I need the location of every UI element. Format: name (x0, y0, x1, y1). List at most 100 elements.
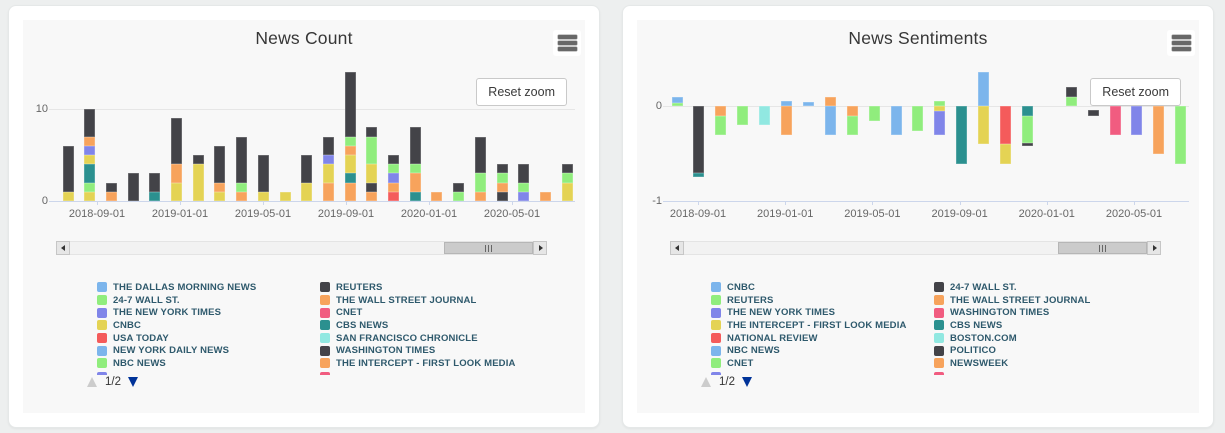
bar-segment[interactable] (868, 106, 880, 122)
legend-item[interactable]: NEW YORK DAILY NEWS (97, 344, 256, 357)
bar-segment[interactable] (1021, 106, 1033, 116)
bar-segment[interactable] (824, 96, 836, 106)
legend-item[interactable]: CBS NEWS (320, 319, 516, 332)
bar-segment[interactable] (214, 182, 226, 192)
bar-segment[interactable] (388, 182, 399, 192)
bar-segment[interactable] (956, 106, 968, 164)
bar-segment[interactable] (496, 164, 508, 174)
bar-segment[interactable] (257, 191, 269, 201)
x-scrollbar[interactable] (670, 241, 1161, 255)
legend-item[interactable]: NATIONAL REVIEW (711, 332, 907, 345)
bar-segment[interactable] (322, 155, 334, 165)
bar-segment[interactable] (301, 155, 313, 183)
bar-segment[interactable] (388, 191, 399, 201)
legend-item[interactable]: WASHINGTON TIMES (934, 306, 1091, 319)
bar-segment[interactable] (192, 155, 204, 165)
bar-segment[interactable] (84, 164, 96, 183)
bar-segment[interactable] (214, 191, 226, 201)
bar-segment[interactable] (62, 145, 74, 192)
bar-segment[interactable] (1131, 106, 1143, 135)
bar-segment[interactable] (1000, 144, 1011, 164)
legend-item[interactable]: 24-7 WALL ST. (934, 281, 1091, 294)
bar-segment[interactable] (236, 182, 248, 192)
bar-segment[interactable] (171, 182, 182, 201)
bar-segment[interactable] (1109, 106, 1121, 135)
legend-item[interactable]: THE NEW YORK TIMES (711, 306, 907, 319)
bar-segment[interactable] (824, 106, 836, 135)
bar-segment[interactable] (978, 106, 990, 144)
bar-segment[interactable] (671, 96, 683, 104)
legend-item[interactable]: THE NEW YORK TIMES (97, 306, 256, 319)
bar-segment[interactable] (474, 173, 486, 192)
bar-segment[interactable] (236, 136, 248, 183)
bar-segment[interactable] (344, 182, 356, 201)
bar-segment[interactable] (84, 182, 96, 192)
bar-segment[interactable] (171, 164, 182, 183)
legend-item[interactable]: THE INTERCEPT - FIRST LOOK MEDIA (320, 357, 516, 370)
legend-item[interactable]: NEWSWEEK (934, 357, 1091, 370)
bar-segment[interactable] (518, 191, 530, 201)
bar-segment[interactable] (322, 182, 334, 201)
legend-item[interactable]: CBS NEWS (934, 319, 1091, 332)
bar-segment[interactable] (322, 136, 334, 155)
bar-segment[interactable] (737, 106, 749, 125)
bar-segment[interactable] (171, 118, 182, 165)
bar-segment[interactable] (388, 155, 399, 165)
bar-segment[interactable] (934, 110, 946, 136)
bar-segment[interactable] (890, 106, 902, 135)
bar-segment[interactable] (257, 155, 269, 192)
bar-segment[interactable] (149, 191, 161, 201)
bar-segment[interactable] (561, 173, 573, 183)
bar-segment[interactable] (496, 191, 508, 201)
bar-segment[interactable] (366, 191, 378, 201)
legend-item[interactable]: WASHINGTON TIMES (320, 344, 516, 357)
bar-segment[interactable] (84, 155, 96, 165)
context-menu-icon[interactable] (1167, 30, 1195, 56)
bar-segment[interactable] (344, 173, 356, 183)
bar-segment[interactable] (105, 182, 117, 192)
legend-item[interactable]: BOSTON.COM (934, 332, 1091, 345)
legend-item[interactable]: NBC NEWS (97, 357, 256, 370)
scrollbar-thumb[interactable] (444, 242, 533, 254)
bar-segment[interactable] (84, 145, 96, 155)
bar-segment[interactable] (366, 127, 378, 137)
scroll-left-button[interactable] (670, 241, 684, 255)
legend-item[interactable]: CNBC (97, 319, 256, 332)
bar-segment[interactable] (518, 164, 530, 183)
bar-segment[interactable] (453, 191, 465, 201)
context-menu-icon[interactable] (553, 30, 581, 56)
bar-segment[interactable] (561, 182, 573, 201)
scroll-left-button[interactable] (56, 241, 70, 255)
legend-page-up-icon[interactable] (87, 376, 97, 387)
bar-segment[interactable] (802, 102, 814, 106)
bar-segment[interactable] (474, 191, 486, 201)
legend-item[interactable]: THE DALLAS MORNING NEWS (97, 281, 256, 294)
legend-item[interactable]: CNET (320, 306, 516, 319)
bar-segment[interactable] (366, 136, 378, 165)
bar-segment[interactable] (496, 182, 508, 192)
legend-item[interactable]: POLITICO (934, 344, 1091, 357)
legend-page-up-icon[interactable] (701, 376, 711, 387)
bar-segment[interactable] (409, 191, 421, 201)
legend-item[interactable]: THE WALL STREET JOURNAL (934, 294, 1091, 307)
bar-segment[interactable] (84, 191, 96, 201)
scrollbar-thumb[interactable] (1058, 242, 1147, 254)
bar-segment[interactable] (474, 136, 486, 174)
bar-segment[interactable] (561, 164, 573, 174)
bar-segment[interactable] (366, 164, 378, 183)
bar-segment[interactable] (671, 103, 683, 106)
bar-segment[interactable] (301, 182, 313, 201)
bar-segment[interactable] (693, 106, 705, 173)
bar-segment[interactable] (344, 155, 356, 174)
bar-segment[interactable] (127, 173, 139, 201)
bar-segment[interactable] (1021, 115, 1033, 144)
bar-segment[interactable] (781, 101, 792, 106)
legend-page-down-icon[interactable] (742, 376, 752, 387)
bar-segment[interactable] (192, 164, 204, 201)
bar-segment[interactable] (105, 191, 117, 201)
bar-segment[interactable] (409, 164, 421, 174)
bar-segment[interactable] (1087, 109, 1099, 117)
bar-segment[interactable] (344, 145, 356, 155)
bar-segment[interactable] (344, 136, 356, 146)
legend-item[interactable]: 24-7 WALL ST. (97, 294, 256, 307)
